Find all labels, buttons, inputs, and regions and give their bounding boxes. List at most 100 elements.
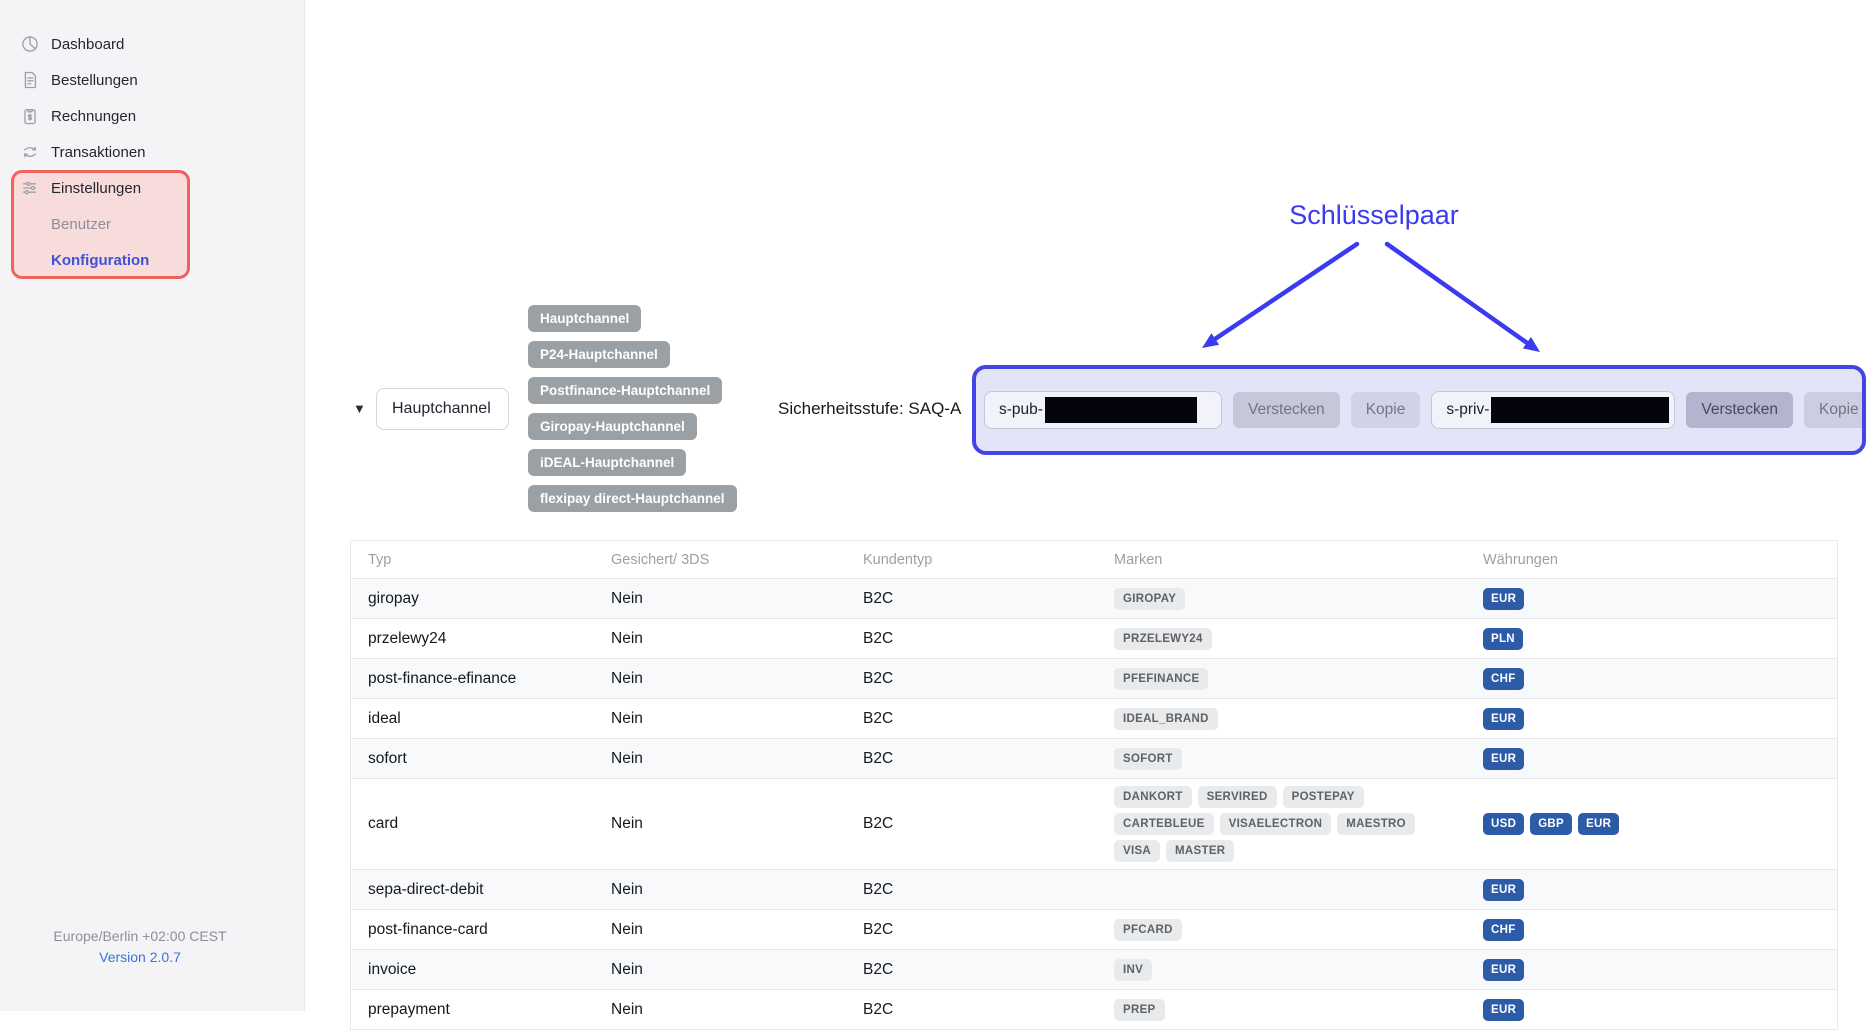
hide-private-key-button[interactable]: Verstecken: [1686, 392, 1794, 428]
typ-cell: post-finance-efinance: [368, 669, 517, 687]
typ-cell: prepayment: [368, 1000, 450, 1018]
channel-tag[interactable]: flexipay direct-Hauptchannel: [528, 485, 737, 512]
waehrungen-cell: EUR: [1466, 992, 1839, 1028]
channel-tag[interactable]: iDEAL-Hauptchannel: [528, 449, 687, 476]
currency-badge-list: EUR: [1483, 741, 1788, 777]
kundentyp-cell: B2C: [863, 960, 894, 978]
table-body: giropay Nein B2C GIROPAY EUR przelewy24 Nein B2…: [351, 579, 1837, 1030]
sidebar-item-label: Transaktionen: [51, 143, 146, 161]
gesichert-cell: Nein: [611, 749, 643, 767]
brand-badge: SOFORT: [1114, 747, 1182, 770]
hide-public-key-button[interactable]: Verstecken: [1233, 392, 1340, 428]
marken-cell: IDEAL_BRAND: [1097, 701, 1466, 737]
gesichert-cell: Nein: [611, 960, 643, 978]
marken-cell: INV: [1097, 952, 1466, 988]
brand-badge: VISAELECTRON: [1219, 813, 1332, 835]
waehrungen-cell: CHF: [1466, 912, 1839, 948]
security-level-label: Sicherheitsstufe: SAQ-A: [778, 399, 962, 418]
currency-badge: EUR: [1578, 813, 1620, 835]
typ-cell: card: [368, 815, 399, 832]
currency-badge: CHF: [1483, 918, 1524, 941]
keypair-box: s-pub- Verstecken Kopie s-priv- Versteck…: [972, 365, 1866, 455]
channel-select[interactable]: Hauptchannel: [376, 388, 509, 430]
caret-down-icon[interactable]: ▼: [353, 401, 366, 416]
marken-cell: GIROPAY: [1097, 581, 1466, 617]
timezone-label: Europe/Berlin +02:00 CEST: [53, 928, 227, 944]
kundentyp-cell: B2C: [863, 880, 894, 898]
gesichert-cell: Nein: [611, 709, 643, 727]
currency-badge-list: USD GBP EUR: [1483, 806, 1788, 842]
document-icon: [20, 70, 40, 90]
typ-cell: sofort: [368, 749, 407, 767]
brand-badge: PRZELEWY24: [1114, 627, 1212, 650]
table-row: przelewy24 Nein B2C PRZELEWY24 PLN: [351, 619, 1837, 659]
currency-badge-list: CHF: [1483, 661, 1788, 697]
kundentyp-cell: B2C: [863, 1000, 894, 1018]
sidebar-item-transaktionen[interactable]: Transaktionen: [0, 134, 304, 170]
column-header: Gesichert/ 3DS: [611, 551, 710, 568]
public-key-field[interactable]: s-pub-: [984, 391, 1222, 429]
kundentyp-cell: B2C: [863, 815, 894, 832]
table-row: sepa-direct-debit Nein B2C EUR: [351, 870, 1837, 910]
sidebar-item-benutzer[interactable]: Benutzer: [0, 206, 304, 242]
invoice-icon: [20, 106, 40, 126]
typ-cell: giropay: [368, 589, 419, 607]
brand-badge: INV: [1114, 958, 1153, 981]
sidebar-item-label: Konfiguration: [51, 251, 150, 269]
kundentyp-cell: B2C: [863, 920, 894, 938]
sidebar-item-rechnungen[interactable]: Rechnungen: [0, 98, 304, 134]
sidebar-item-label: Dashboard: [51, 35, 125, 53]
brand-badge: SERVIRED: [1197, 786, 1277, 808]
gesichert-cell: Nein: [611, 589, 643, 607]
sidebar-item-bestellungen[interactable]: Bestellungen: [0, 62, 304, 98]
brand-badge-list: SOFORT: [1114, 741, 1419, 777]
currency-badge-list: CHF: [1483, 912, 1788, 948]
table-row: invoice Nein B2C INV EUR: [351, 950, 1837, 990]
channel-tag-list: Hauptchannel P24-Hauptchannel Postfinance-…: [528, 305, 737, 512]
copy-public-key-button[interactable]: Kopie: [1350, 392, 1421, 428]
gesichert-cell: Nein: [611, 920, 643, 938]
brand-badge: VISA: [1114, 840, 1161, 862]
version-link[interactable]: Version 2.0.7: [99, 949, 181, 965]
waehrungen-cell: EUR: [1466, 952, 1839, 988]
waehrungen-cell: EUR: [1466, 872, 1839, 908]
brand-badge: IDEAL_BRAND: [1114, 707, 1218, 730]
brand-badge: POSTEPAY: [1282, 786, 1364, 808]
kundentyp-cell: B2C: [863, 709, 894, 727]
typ-cell: sepa-direct-debit: [368, 880, 484, 898]
brand-badge: PFEFINANCE: [1114, 667, 1209, 690]
channel-tag[interactable]: P24-Hauptchannel: [528, 341, 670, 368]
table-row: post-finance-card Nein B2C PFCARD CHF: [351, 910, 1837, 950]
column-header: Marken: [1114, 551, 1163, 568]
table-row: card Nein B2C DANKORT SERVIRED POSTEPAY CARTEB…: [351, 779, 1837, 870]
gesichert-cell: Nein: [611, 1000, 643, 1018]
annotation-arrows: [1202, 241, 1540, 352]
brand-badge: MAESTRO: [1337, 813, 1415, 835]
waehrungen-cell: USD GBP EUR: [1466, 806, 1839, 842]
private-key-field[interactable]: s-priv-: [1431, 391, 1676, 429]
marken-cell: PREP: [1097, 992, 1466, 1028]
sidebar: Dashboard Bestellungen Rechnungen Transakti…: [0, 0, 305, 1011]
sidebar-item-konfiguration[interactable]: Konfiguration: [0, 242, 304, 278]
channel-tag[interactable]: Postfinance-Hauptchannel: [528, 377, 723, 404]
table-row: post-finance-efinance Nein B2C PFEFINANCE CH…: [351, 659, 1837, 699]
channel-tag[interactable]: Giropay-Hauptchannel: [528, 413, 697, 440]
channel-tag[interactable]: Hauptchannel: [528, 305, 642, 332]
brand-badge-list: [1114, 883, 1419, 897]
sidebar-item-dashboard[interactable]: Dashboard: [0, 26, 304, 62]
typ-cell: przelewy24: [368, 629, 447, 647]
transfer-icon: [20, 142, 40, 162]
marken-cell: DANKORT SERVIRED POSTEPAY CARTEBLEUE VISAELE…: [1097, 779, 1466, 869]
brand-badge: GIROPAY: [1114, 587, 1186, 610]
sidebar-item-einstellungen[interactable]: Einstellungen: [0, 170, 304, 206]
private-key-prefix: s-priv-: [1446, 401, 1490, 418]
column-header: Typ: [368, 551, 392, 568]
public-key-redacted: [1044, 397, 1197, 423]
public-key-prefix: s-pub-: [999, 401, 1043, 418]
waehrungen-cell: EUR: [1466, 581, 1839, 617]
gesichert-cell: Nein: [611, 815, 643, 832]
brand-badge: MASTER: [1166, 840, 1235, 862]
sliders-icon: [20, 178, 40, 198]
pie-chart-icon: [20, 34, 40, 54]
copy-private-key-button[interactable]: Kopie: [1804, 392, 1862, 428]
